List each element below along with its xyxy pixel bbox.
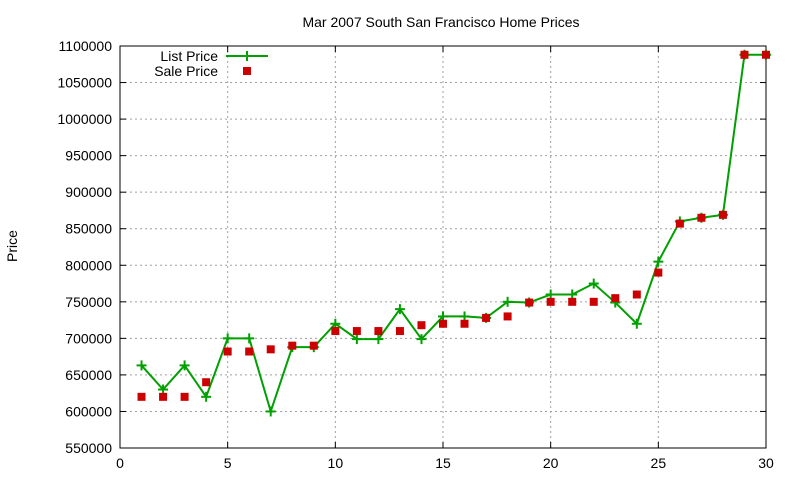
list-price-point xyxy=(351,334,362,345)
series-layer xyxy=(136,49,771,417)
sale-price-point xyxy=(266,345,275,354)
list-price-point xyxy=(179,360,190,371)
x-tick-label: 20 xyxy=(543,455,559,471)
sale-price-point xyxy=(740,50,749,59)
y-tick-label: 950000 xyxy=(65,148,112,164)
y-tick-label: 550000 xyxy=(65,440,112,456)
sale-price-point xyxy=(525,298,534,307)
sale-price-point xyxy=(482,313,491,322)
sale-price-point xyxy=(331,327,340,336)
sale-price-point xyxy=(223,347,232,356)
sale-price-point xyxy=(180,392,189,401)
sale-price-point xyxy=(503,312,512,321)
sale-price-point xyxy=(245,347,254,356)
legend-label-list-price: List Price xyxy=(160,48,218,64)
sale-price-point xyxy=(395,327,404,336)
sale-price-point xyxy=(352,327,361,336)
y-tick-label: 850000 xyxy=(65,221,112,237)
legend-marker-sale-price xyxy=(243,67,251,75)
y-tick-label: 700000 xyxy=(65,330,112,346)
list-price-point xyxy=(394,304,405,315)
sale-price-point xyxy=(654,268,663,277)
list-price-point xyxy=(502,296,513,307)
sale-price-point xyxy=(762,50,770,59)
y-tick-label: 600000 xyxy=(65,403,112,419)
grid xyxy=(120,46,766,448)
sale-price-point xyxy=(460,319,469,328)
list-price-point xyxy=(244,333,255,344)
sale-price-point xyxy=(718,210,727,219)
x-tick-label: 10 xyxy=(328,455,344,471)
list-price-point xyxy=(416,334,427,345)
y-tick-label: 1050000 xyxy=(57,75,112,91)
x-tick-label: 25 xyxy=(651,455,667,471)
sale-price-point xyxy=(632,290,641,299)
sale-price-point xyxy=(568,297,577,306)
legend-label-sale-price: Sale Price xyxy=(154,63,218,79)
list-price-point xyxy=(631,318,642,329)
x-tick-label: 30 xyxy=(758,455,774,471)
sale-price-point xyxy=(697,213,706,222)
sale-price-point xyxy=(611,294,620,303)
y-tick-label: 1100000 xyxy=(59,38,113,54)
sale-price-point xyxy=(417,321,426,330)
legend-marker-list-price xyxy=(242,51,252,61)
sale-price-point xyxy=(546,297,555,306)
x-tick-label: 5 xyxy=(224,455,232,471)
list-price-point xyxy=(201,391,212,402)
sale-price-point xyxy=(309,341,318,350)
sale-price-point xyxy=(589,297,598,306)
list-price-point xyxy=(265,406,276,417)
x-tick-label: 15 xyxy=(435,455,451,471)
sale-price-point xyxy=(137,392,146,401)
sale-price-point xyxy=(202,378,211,387)
sale-price-point xyxy=(159,392,168,401)
list-price-point xyxy=(373,334,384,345)
list-price-point xyxy=(222,333,233,344)
list-price-point xyxy=(653,256,664,267)
y-axis-label: Price xyxy=(4,230,20,262)
y-tick-label: 750000 xyxy=(65,294,112,310)
y-tick-label: 1000000 xyxy=(57,111,112,127)
legend: List Price Sale Price xyxy=(154,48,268,79)
y-tick-label: 800000 xyxy=(65,257,112,273)
chart-title: Mar 2007 South San Francisco Home Prices xyxy=(302,14,579,30)
x-tick-label: 0 xyxy=(116,455,124,471)
sale-price-point xyxy=(675,219,684,228)
sale-price-point xyxy=(374,327,383,336)
sale-price-point xyxy=(439,319,447,328)
list-price-point xyxy=(136,360,147,371)
axis-ticks: 550000 600000 650000 700000 750000 800000 8500… xyxy=(57,38,774,471)
series-line-list-price xyxy=(140,53,766,415)
list-price-point xyxy=(588,278,599,289)
sale-price-point xyxy=(288,341,297,350)
y-tick-label: 650000 xyxy=(65,367,112,383)
y-tick-label: 900000 xyxy=(65,184,112,200)
